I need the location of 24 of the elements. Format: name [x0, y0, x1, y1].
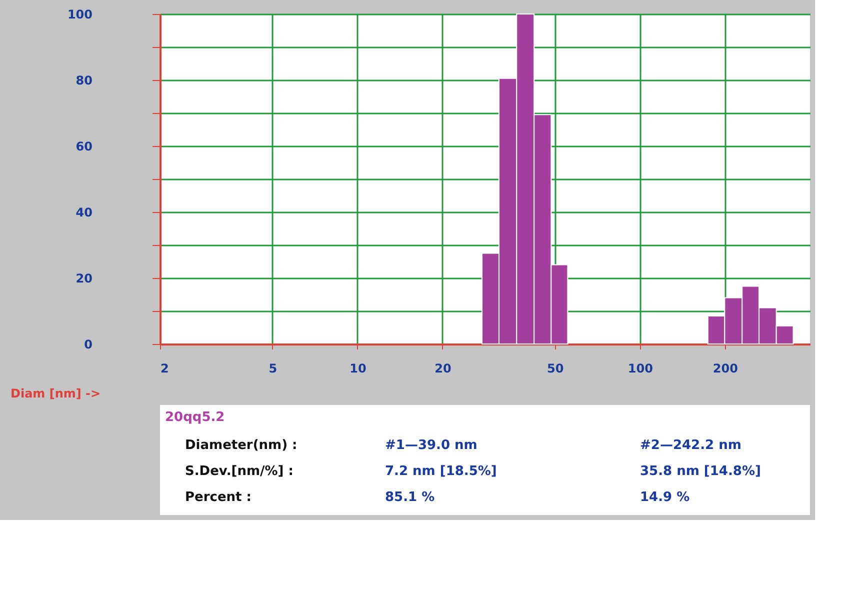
text: 35.8 nm [14.8%]	[640, 464, 761, 479]
x-tick-label: 10	[350, 362, 366, 376]
y-tick-label: 0	[84, 338, 92, 352]
y-tick-label: 40	[76, 206, 92, 220]
y-tick-label: 60	[76, 140, 92, 154]
text: 14.9 %	[640, 490, 690, 505]
y-tick-label: 100	[67, 8, 92, 22]
y-tick-label: 80	[76, 74, 92, 88]
x-tick-label: 100	[628, 362, 653, 376]
text: 7.2 nm [18.5%]	[385, 464, 497, 479]
text: Percent :	[185, 490, 252, 505]
x-tick-label: 5	[268, 362, 278, 376]
x-tick-label: 2	[160, 362, 169, 376]
x-tick-label: 50	[547, 362, 564, 376]
x-tick-label: 20	[434, 362, 452, 376]
text: #2—242.2 nm	[640, 438, 742, 453]
text: S.Dev.[nm/%] :	[185, 464, 294, 479]
text: 20qq5.2	[165, 410, 225, 425]
text: Diameter(nm) :	[185, 438, 298, 453]
y-tick-label: 20	[76, 272, 92, 286]
x-axis-title: Diam [nm] ->	[10, 386, 101, 400]
text: #1—39.0 nm	[385, 438, 478, 453]
text: 85.1 %	[385, 490, 435, 505]
x-tick-label: 200	[712, 362, 738, 376]
